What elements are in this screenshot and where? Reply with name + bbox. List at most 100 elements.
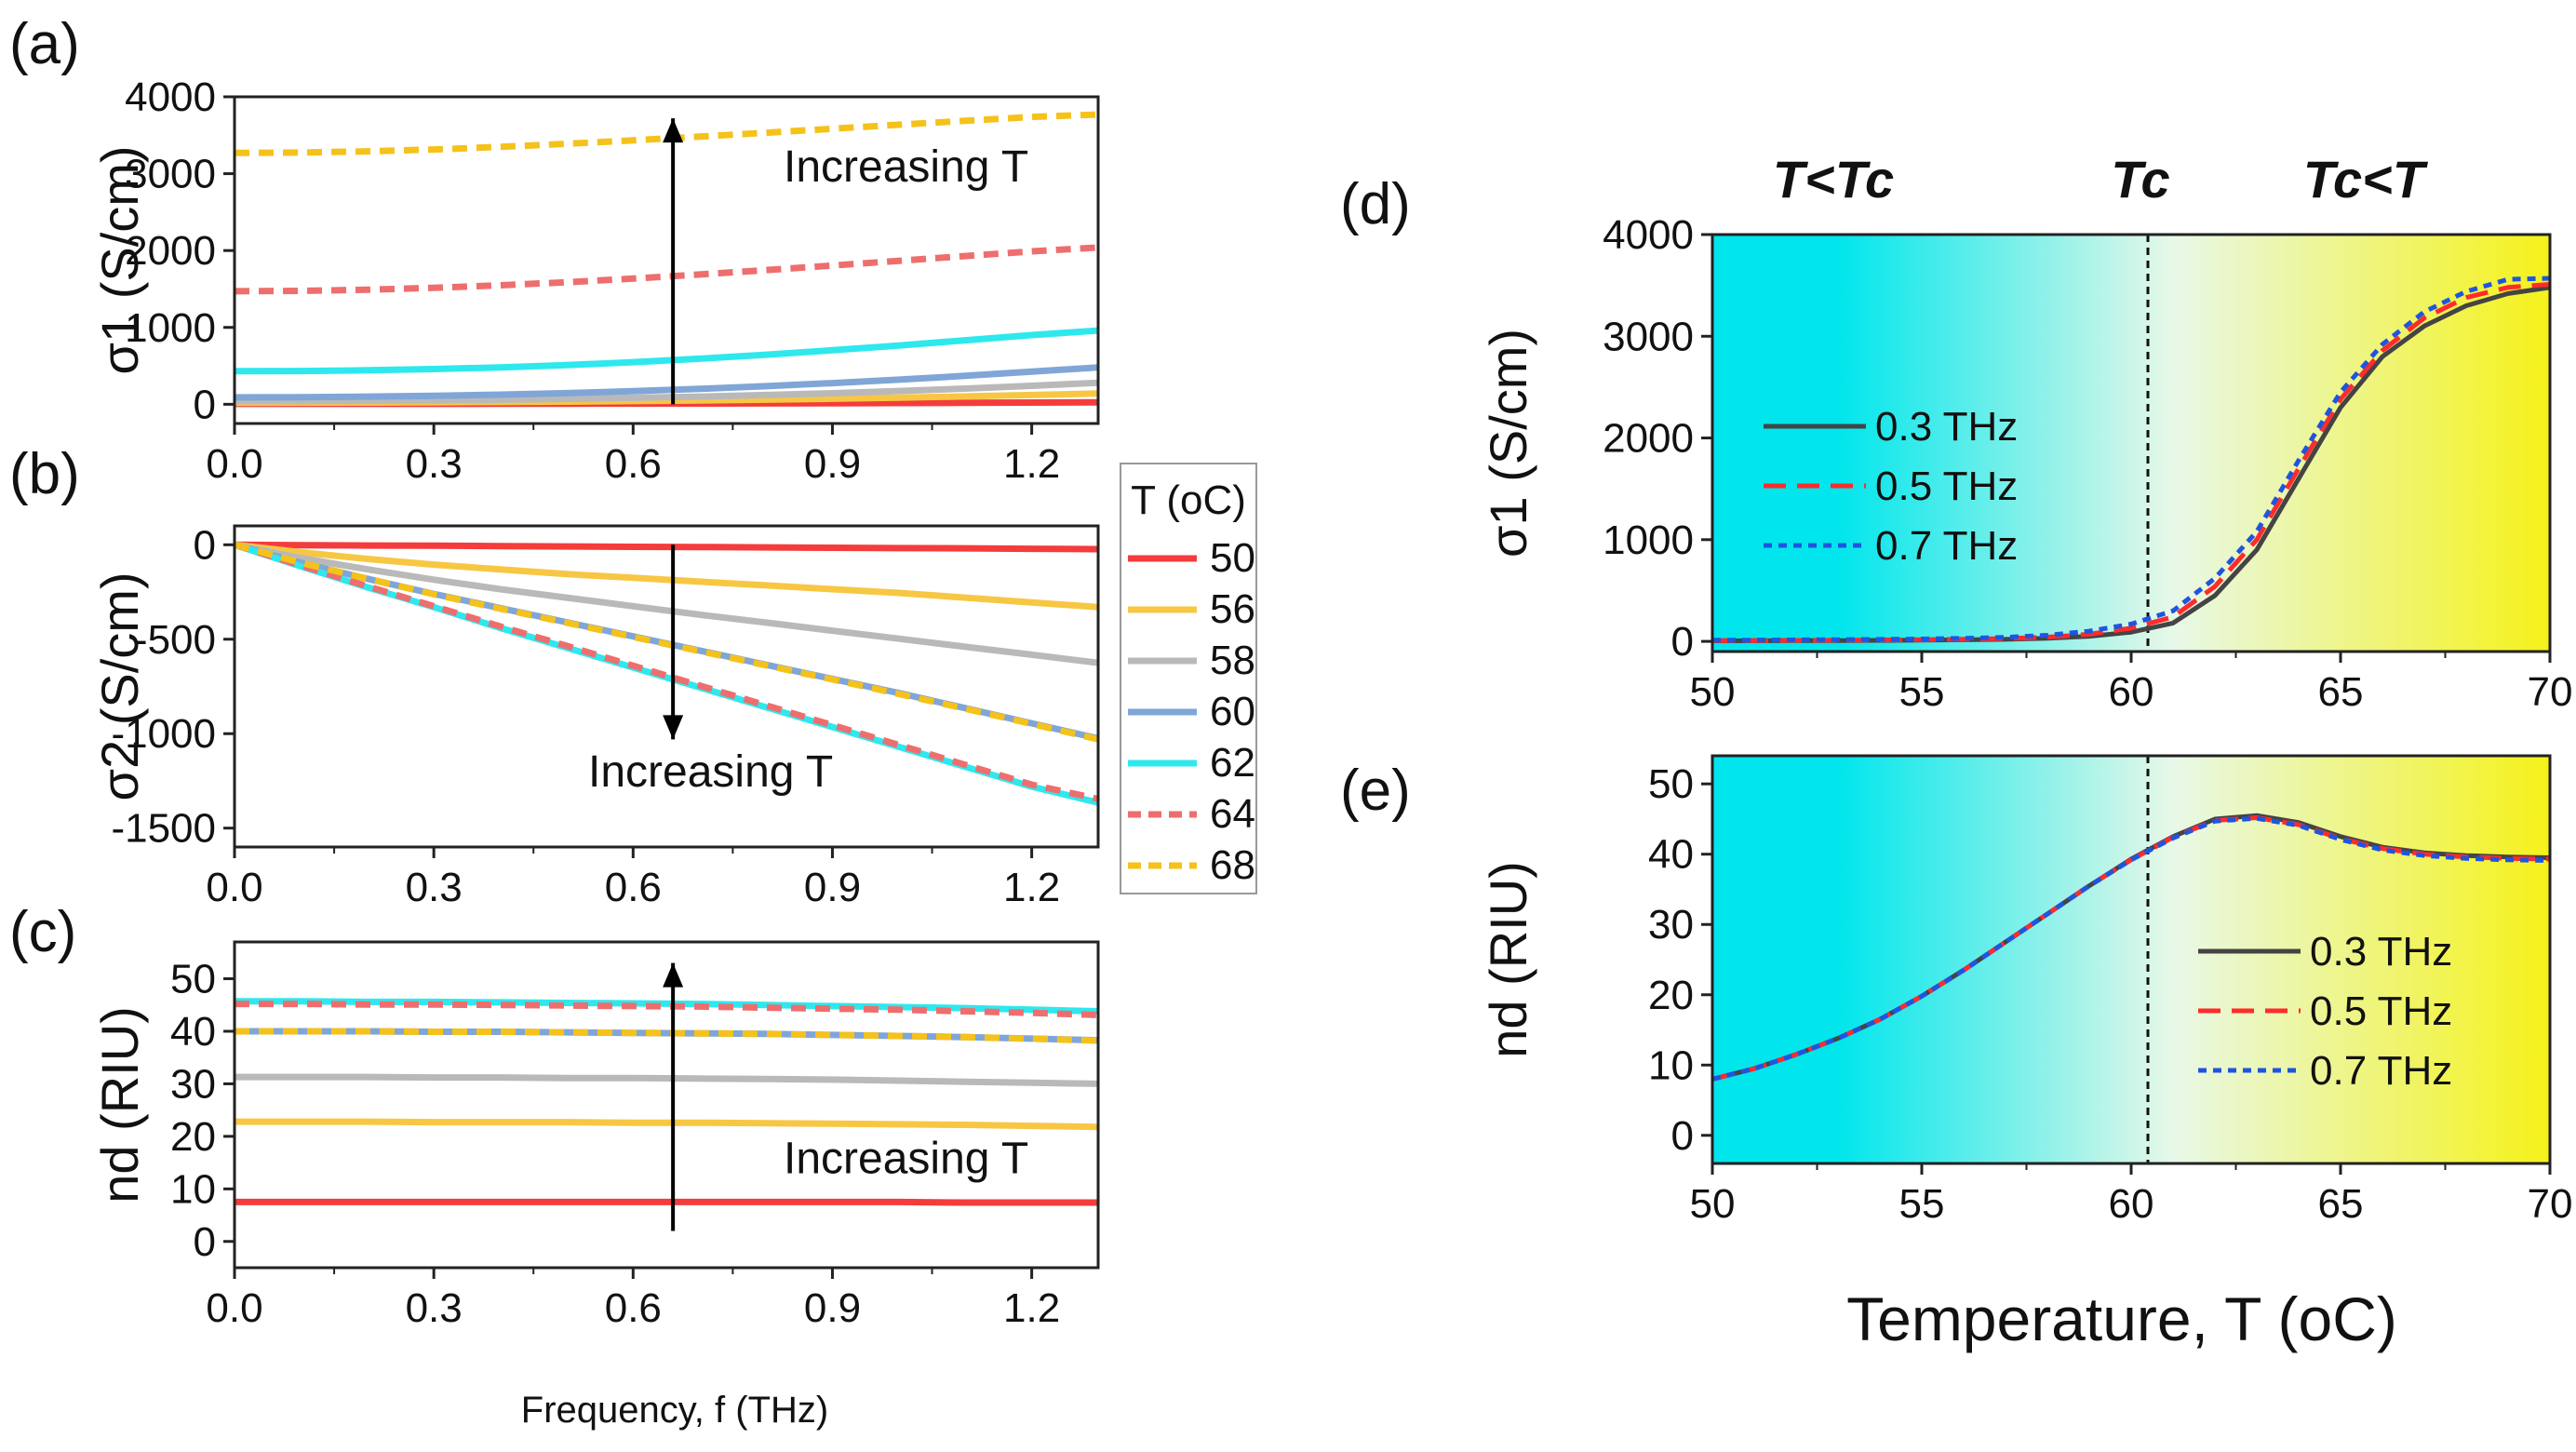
series-line-a-58 [235, 379, 1098, 405]
right-x-axis-label: Temperature, T (oC) [1846, 1284, 2397, 1353]
x-tick-label-e: 50 [1690, 1181, 1736, 1227]
panel-label-c: (c) [9, 900, 76, 964]
series-group-a [235, 111, 1098, 408]
y-tick-label-c: 10 [170, 1166, 216, 1212]
annotation-arrowhead-a [663, 118, 684, 143]
x-tick-label-e: 70 [2528, 1181, 2573, 1227]
series-line-b-56 [235, 541, 1098, 611]
y-tick-label-c: 20 [170, 1114, 216, 1160]
series-line-d-0p7-THz [1712, 276, 2550, 643]
x-tick-label-a: 1.2 [1003, 441, 1060, 487]
legend-label-d-0: 0.3 THz [1875, 404, 2018, 450]
y-tick-label-d: 0 [1671, 619, 1694, 665]
x-tick-label-c: 0.0 [206, 1285, 262, 1331]
x-tick-label-a: 0.0 [206, 441, 262, 487]
panel-e: 50 55 60 65 70 0 10 20 30 40 50 nd (RIU) 0.3 THz 0.5 … [1479, 754, 2573, 1227]
plot-area-c [235, 942, 1098, 1268]
x-tick-label-d: 50 [1690, 669, 1736, 715]
legend-label-d-1: 0.5 THz [1875, 464, 2018, 509]
y-tick-label-c: 30 [170, 1061, 216, 1107]
y-tick-label-a: 2000 [125, 228, 216, 274]
legend-label-e-2: 0.7 THz [2310, 1048, 2452, 1094]
plot-area-d [1712, 235, 2550, 652]
region-label-tc: Tc [2111, 150, 2169, 208]
y-tick-label-e: 30 [1648, 902, 1694, 948]
x-tick-label-d: 70 [2528, 669, 2573, 715]
y-tick-label-b: -1500 [111, 806, 216, 852]
x-tick-label-e: 60 [2109, 1181, 2154, 1227]
series-line-c-60 [235, 1028, 1098, 1044]
series-line-b-68 [235, 541, 1098, 743]
x-tick-label-d: 60 [2109, 669, 2154, 715]
y-tick-label-c: 40 [170, 1009, 216, 1055]
panel-d: 50 55 60 65 70 0 1000 2000 3000 4000 σ1 (S/cm) 0.3 … [1479, 212, 2572, 715]
legend-label-T56: 56 [1210, 586, 1255, 632]
series-line-c-58 [235, 1073, 1098, 1087]
y-axis-label-b: σ2 (S/cm) [90, 571, 149, 800]
x-tick-label-b: 0.0 [206, 865, 262, 910]
series-line-c-62 [235, 998, 1098, 1015]
x-tick-label-b: 1.2 [1003, 865, 1060, 910]
y-tick-label-a: 3000 [125, 152, 216, 197]
series-line-b-50 [235, 541, 1098, 553]
y-tick-label-b: -1000 [111, 711, 216, 757]
panel-c: 0.0 0.3 0.6 0.9 1.2 0 10 20 30 40 50 nd (RIU) Increa… [90, 940, 1100, 1331]
y-tick-label-c: 0 [194, 1219, 216, 1265]
panel-label-b: (b) [9, 442, 80, 506]
annotation-arrowhead-c [663, 962, 684, 988]
freq-legend-e: 0.3 THz 0.5 THz 0.7 THz [2198, 929, 2452, 1094]
y-tick-label-a: 4000 [125, 74, 216, 120]
x-tick-label-b: 0.9 [804, 865, 861, 910]
legend-label-T60: 60 [1210, 689, 1255, 734]
x-tick-label-d: 55 [1899, 669, 1945, 715]
plot-area-b [235, 526, 1098, 847]
legend-label-e-0: 0.3 THz [2310, 929, 2452, 975]
annotation-text-a: Increasing T [784, 142, 1028, 192]
panel-label-e: (e) [1340, 759, 1411, 823]
series-line-b-64 [235, 541, 1098, 802]
y-tick-label-e: 0 [1671, 1113, 1694, 1159]
annotation-arrowhead-b [663, 715, 684, 740]
series-group-b [235, 541, 1098, 806]
y-tick-label-e: 50 [1648, 761, 1694, 807]
panel-b: 0.0 0.3 0.6 0.9 1.2 0 -500 -1000 -1500 σ2 (S/cm) I… [90, 522, 1100, 910]
y-axis-label-d: σ1 (S/cm) [1479, 329, 1537, 558]
y-tick-label-d: 3000 [1603, 314, 1694, 359]
left-x-axis-label: Frequency, f (THz) [521, 1390, 828, 1431]
annotation-text-b: Increasing T [588, 747, 833, 797]
y-tick-label-b: 0 [194, 522, 216, 568]
x-tick-label-c: 0.3 [406, 1285, 463, 1331]
y-axis-label-e: nd (RIU) [1479, 861, 1537, 1058]
x-tick-label-c: 0.6 [605, 1285, 662, 1331]
series-line-c-50 [235, 1198, 1098, 1206]
plot-frame-a [233, 95, 1100, 425]
legend-label-T64: 64 [1210, 791, 1255, 837]
region-label-above: Tc<T [2303, 150, 2429, 208]
legend-title: T (oC) [1131, 477, 1246, 523]
y-tick-label-d: 1000 [1603, 518, 1694, 563]
annotation-text-c: Increasing T [784, 1134, 1028, 1183]
y-axis-label-a: σ1 (S/cm) [90, 145, 149, 374]
y-axis-label-c: nd (RIU) [90, 1006, 149, 1203]
legend-label-e-1: 0.5 THz [2310, 988, 2452, 1034]
x-tick-label-c: 1.2 [1003, 1285, 1060, 1331]
series-line-c-56 [235, 1118, 1098, 1131]
y-tick-label-e: 20 [1648, 973, 1694, 1018]
x-tick-label-e: 55 [1899, 1181, 1945, 1227]
x-tick-label-b: 0.3 [406, 865, 463, 910]
series-line-b-58 [235, 541, 1098, 666]
legend-label-T58: 58 [1210, 638, 1255, 683]
legend-rows: 50 56 58 60 62 64 68 [1128, 535, 1255, 888]
x-tick-label-a: 0.9 [804, 441, 861, 487]
plot-area-e [1712, 756, 2550, 1163]
x-tick-label-a: 0.3 [406, 441, 463, 487]
series-line-a-60 [235, 364, 1098, 401]
x-tick-label-d: 65 [2318, 669, 2364, 715]
y-tick-label-d: 4000 [1603, 212, 1694, 258]
plot-frame-b [233, 524, 1100, 849]
panel-label-a: (a) [9, 12, 80, 76]
y-tick-label-e: 10 [1648, 1042, 1694, 1088]
temperature-legend: T (oC) 50 56 58 60 62 64 68 [1120, 463, 1257, 894]
